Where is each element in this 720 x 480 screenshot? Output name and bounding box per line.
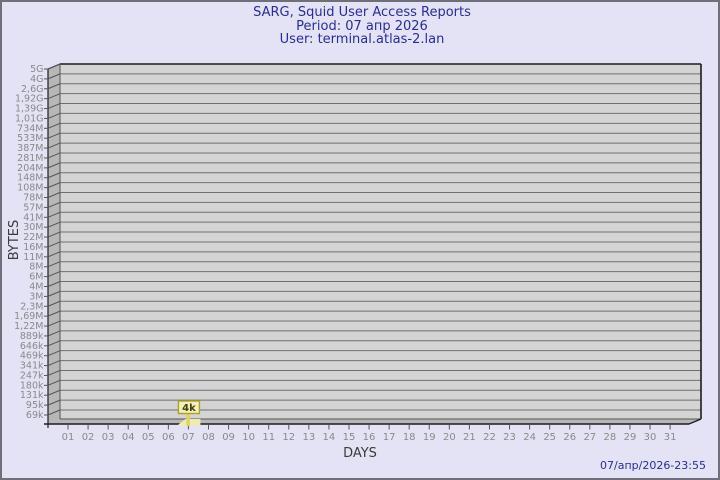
y-tick-label: 16M [23, 242, 43, 253]
bar-series: 4k [177, 400, 201, 426]
plot-box [44, 63, 702, 428]
y-tick-label: 1,92G [15, 94, 44, 105]
y-tick-label: 1,39G [15, 104, 44, 115]
x-tick-label: 02 [82, 432, 95, 443]
y-tick-label: 95k [26, 400, 44, 411]
x-tick-label: 28 [604, 432, 617, 443]
y-tick-label: 889k [20, 331, 44, 342]
x-tick-label: 30 [644, 432, 657, 443]
bar-value-callout [177, 400, 201, 415]
y-tick-label: 1,22M [14, 321, 43, 332]
y-tick-label: 11M [23, 252, 43, 263]
chart-title: SARG, Squid User Access Reports [253, 5, 471, 20]
y-axis: 5G4G2,6G1,92G1,39G1,01G734M533M387M281M2… [14, 63, 61, 421]
y-tick-label: 469k [20, 351, 44, 362]
y-tick-label: 180k [20, 380, 44, 391]
x-axis: 01 02 03 04 05 06 07 08 09 10 11 12 13 14 15 16 17 18 19 20… [62, 425, 677, 443]
x-tick-label: 01 [62, 432, 75, 443]
y-tick-label: 247k [20, 370, 44, 381]
y-tick-label: 131k [20, 390, 44, 401]
y-tick-label: 69k [26, 410, 44, 421]
y-tick-label: 3M [29, 291, 43, 302]
y-tick-label: 108M [17, 183, 43, 194]
x-tick-label: 23 [503, 432, 516, 443]
y-tick-label: 57M [23, 202, 43, 213]
y-axis-title: BYTES [7, 219, 22, 261]
x-tick-label: 20 [443, 432, 456, 443]
x-tick-label: 13 [302, 432, 315, 443]
x-tick-label: 11 [262, 432, 275, 443]
x-tick-label: 04 [122, 432, 135, 443]
x-tick-label: 12 [282, 432, 295, 443]
y-tick-label: 4G [30, 74, 43, 85]
chart-title-block: SARG, Squid User Access Reports Period: … [0, 6, 720, 47]
y-tick-label: 6M [29, 272, 43, 283]
x-tick-label: 15 [343, 432, 356, 443]
x-tick-label: 24 [523, 432, 536, 443]
x-tick-label: 19 [423, 432, 436, 443]
x-tick-label: 27 [583, 432, 596, 443]
y-tick-label: 646k [20, 341, 44, 352]
x-tick-label: 16 [363, 432, 376, 443]
x-tick-label: 25 [543, 432, 556, 443]
x-tick-label: 05 [142, 432, 155, 443]
x-tick-label: 03 [102, 432, 115, 443]
y-tick-label: 533M [17, 133, 43, 144]
y-tick-label: 1,69M [14, 311, 43, 322]
y-tick-label: 734M [17, 123, 43, 134]
y-tick-label: 30M [23, 222, 43, 233]
y-tick-label: 8M [29, 262, 43, 273]
x-tick-label: 26 [563, 432, 576, 443]
bar-value-label: 4k [182, 403, 196, 414]
generation-timestamp: 07/апр/2026-23:55 [600, 459, 706, 472]
y-tick-label: 281M [17, 153, 43, 164]
x-tick-label: 17 [383, 432, 396, 443]
y-tick-label: 2,6G [21, 84, 43, 95]
x-tick-label: 31 [664, 432, 677, 443]
y-tick-label: 2,3M [20, 301, 43, 312]
chart-period: Period: 07 апр 2026 [296, 18, 428, 34]
x-tick-label: 07 [182, 432, 195, 443]
x-tick-label: 08 [202, 432, 215, 443]
x-tick-label: 29 [624, 432, 637, 443]
y-tick-label: 1,01G [15, 113, 44, 124]
x-tick-label: 09 [222, 432, 235, 443]
y-tick-label: 78M [23, 193, 43, 204]
x-axis-title: DAYS [343, 446, 377, 461]
y-tick-label: 387M [17, 143, 43, 154]
y-tick-label: 41M [23, 212, 43, 223]
y-tick-label: 204M [17, 163, 43, 174]
y-tick-label: 22M [23, 232, 43, 243]
y-tick-label: 5G [30, 64, 43, 75]
x-tick-label: 06 [162, 432, 175, 443]
x-tick-label: 18 [403, 432, 416, 443]
x-tick-label: 21 [463, 432, 476, 443]
y-tick-label: 341k [20, 361, 44, 372]
y-tick-label: 148M [17, 173, 43, 184]
y-tick-label: 4M [29, 281, 43, 292]
x-tick-label: 14 [323, 432, 336, 443]
x-tick-label: 10 [242, 432, 255, 443]
x-tick-label: 22 [483, 432, 496, 443]
chart-user: User: terminal.atlas-2.lan [279, 32, 445, 47]
